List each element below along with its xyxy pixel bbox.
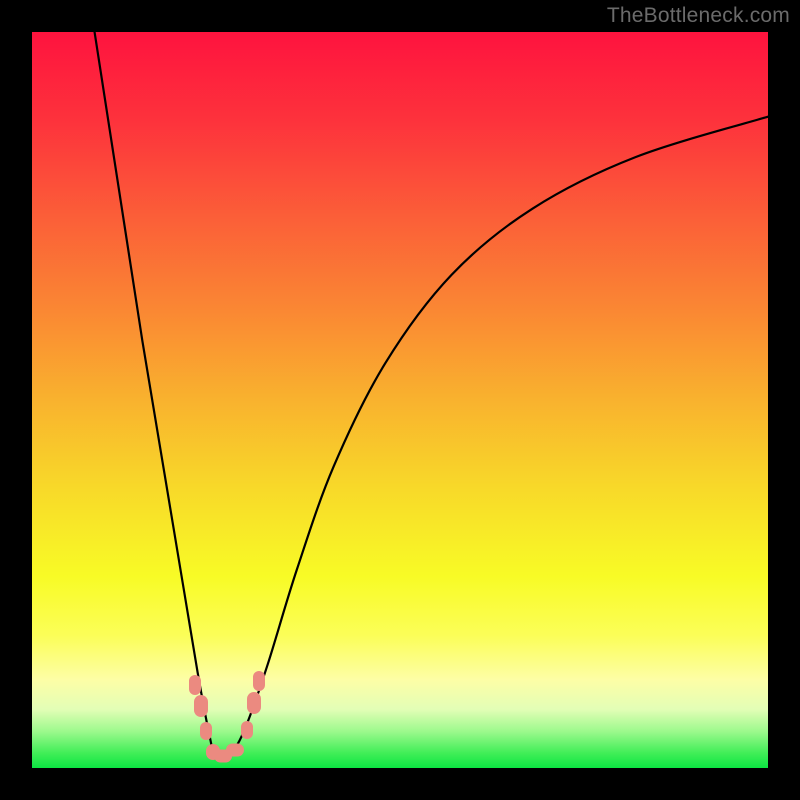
curve-marker [247, 692, 261, 714]
bottleneck-curve [32, 32, 768, 768]
curve-marker [241, 721, 253, 739]
curve-marker [189, 675, 201, 695]
curve-marker [253, 671, 265, 691]
curve-marker [194, 695, 208, 717]
curve-marker [226, 744, 244, 757]
curve-marker [200, 722, 212, 740]
plot-area [32, 32, 768, 768]
watermark-text: TheBottleneck.com [607, 4, 790, 28]
